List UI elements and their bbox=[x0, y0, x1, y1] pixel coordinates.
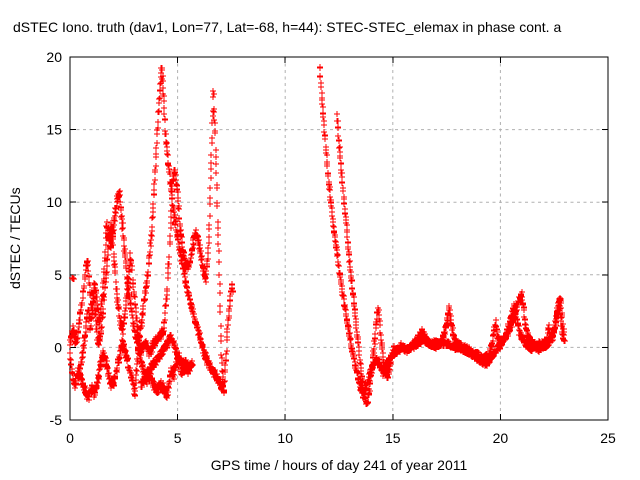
y-tick-label: 0 bbox=[54, 339, 62, 355]
x-tick-label: 0 bbox=[66, 430, 74, 446]
y-tick-label: -5 bbox=[50, 412, 63, 428]
y-tick-label: 5 bbox=[54, 267, 62, 283]
plot-border bbox=[69, 56, 609, 421]
x-tick-label: 5 bbox=[174, 430, 182, 446]
x-tick-label: 20 bbox=[493, 430, 509, 446]
chart-title: dSTEC Iono. truth (dav1, Lon=77, Lat=-68… bbox=[13, 20, 562, 35]
x-tick-label: 15 bbox=[385, 430, 401, 446]
y-tick-label: 15 bbox=[46, 122, 62, 138]
dstec-scatter-points bbox=[67, 64, 568, 407]
y-tick-label: 20 bbox=[46, 49, 62, 65]
x-tick-label: 25 bbox=[600, 430, 616, 446]
x-axis-label: GPS time / hours of day 241 of year 2011 bbox=[210, 457, 468, 473]
x-tick-label: 10 bbox=[277, 430, 293, 446]
y-tick-label: 10 bbox=[46, 194, 62, 210]
